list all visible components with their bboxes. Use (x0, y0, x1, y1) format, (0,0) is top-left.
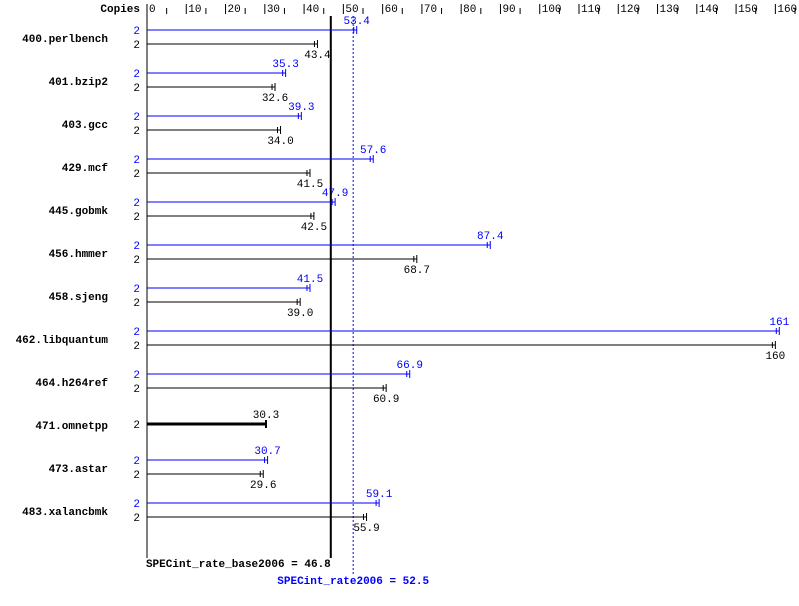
value-label: 30.3 (253, 410, 279, 422)
copies-value-base: 2 (133, 298, 140, 310)
benchmark-label: 473.astar (49, 464, 108, 476)
benchmark-label: 401.bzip2 (49, 77, 108, 89)
axis-tick-label: 30 (267, 4, 280, 16)
copies-value-peak: 2 (133, 284, 140, 296)
axis-tick-label: 120 (620, 4, 640, 16)
copies-value-peak: 2 (133, 69, 140, 81)
copies-value-base: 2 (133, 212, 140, 224)
footer-peak-label: SPECint_rate2006 = 52.5 (277, 576, 429, 588)
value-label-peak: 41.5 (297, 274, 323, 286)
axis-tick-label: 130 (660, 4, 680, 16)
copies-value-peak: 2 (133, 327, 140, 339)
spec-rate-chart: 0 10 20 30 40 50 60 70 80 90 100 110 120 130 140 150 160… (0, 0, 799, 606)
axis-tick-label: 90 (502, 4, 515, 16)
benchmark-label: 458.sjeng (49, 292, 108, 304)
axis-tick-label: 40 (306, 4, 319, 16)
copies-value-base: 2 (133, 169, 140, 181)
copies-value-peak: 2 (133, 112, 140, 124)
benchmark-label: 471.omnetpp (35, 421, 108, 433)
copies-value-base: 2 (133, 40, 140, 52)
benchmark-label: 400.perlbench (22, 34, 108, 46)
value-label-peak: 87.4 (477, 231, 504, 243)
chart-bg (0, 0, 799, 606)
benchmark-label: 429.mcf (62, 163, 109, 175)
axis-tick-label: 140 (699, 4, 719, 16)
value-label-base: 160 (765, 351, 785, 363)
copies-value-peak: 2 (133, 198, 140, 210)
axis-tick-label: 10 (188, 4, 201, 16)
value-label-base: 41.5 (297, 179, 323, 191)
value-label-peak: 47.9 (322, 188, 348, 200)
footer-base-label: SPECint_rate_base2006 = 46.8 (146, 559, 331, 571)
copies-value-peak: 2 (133, 456, 140, 468)
value-label-base: 55.9 (353, 523, 379, 535)
value-label-peak: 66.9 (397, 360, 423, 372)
axis-tick-label: 160 (777, 4, 797, 16)
copies-header: Copies (100, 4, 140, 16)
benchmark-label: 445.gobmk (49, 206, 109, 218)
copies-value-peak: 2 (133, 241, 140, 253)
copies-value-peak: 2 (133, 26, 140, 38)
value-label-base: 29.6 (250, 480, 276, 492)
value-label-base: 43.4 (304, 50, 331, 62)
copies-value: 2 (133, 420, 140, 432)
benchmark-label: 483.xalancbmk (22, 507, 108, 519)
copies-value-base: 2 (133, 83, 140, 95)
copies-value-peak: 2 (133, 155, 140, 167)
value-label-base: 39.0 (287, 308, 313, 320)
benchmark-label: 464.h264ref (35, 378, 108, 390)
value-label-peak: 39.3 (288, 102, 314, 114)
value-label-peak: 57.6 (360, 145, 386, 157)
benchmark-label: 462.libquantum (16, 335, 109, 347)
axis-tick-label: 100 (542, 4, 562, 16)
axis-tick-label: 0 (149, 4, 156, 16)
axis-tick-label: 70 (424, 4, 437, 16)
copies-value-base: 2 (133, 126, 140, 138)
axis-tick-label: 20 (228, 4, 241, 16)
value-label-base: 34.0 (267, 136, 293, 148)
value-label-peak: 30.7 (254, 446, 280, 458)
value-label-base: 42.5 (301, 222, 327, 234)
copies-value-base: 2 (133, 341, 140, 353)
value-label-base: 32.6 (262, 93, 288, 105)
benchmark-label: 403.gcc (62, 120, 108, 132)
value-label-peak: 161 (769, 317, 789, 329)
axis-tick-label: 80 (463, 4, 476, 16)
copies-value-base: 2 (133, 384, 140, 396)
value-label-base: 60.9 (373, 394, 399, 406)
value-label-peak: 53.4 (344, 16, 371, 28)
copies-value-base: 2 (133, 470, 140, 482)
copies-value-base: 2 (133, 513, 140, 525)
copies-value-peak: 2 (133, 499, 140, 511)
value-label-base: 68.7 (404, 265, 430, 277)
value-label-peak: 35.3 (272, 59, 298, 71)
axis-tick-label: 110 (581, 4, 601, 16)
axis-tick-label: 150 (738, 4, 758, 16)
axis-tick-label: 60 (385, 4, 398, 16)
copies-value-base: 2 (133, 255, 140, 267)
copies-value-peak: 2 (133, 370, 140, 382)
benchmark-label: 456.hmmer (49, 249, 108, 261)
axis-tick-label: 50 (345, 4, 358, 16)
value-label-peak: 59.1 (366, 489, 393, 501)
